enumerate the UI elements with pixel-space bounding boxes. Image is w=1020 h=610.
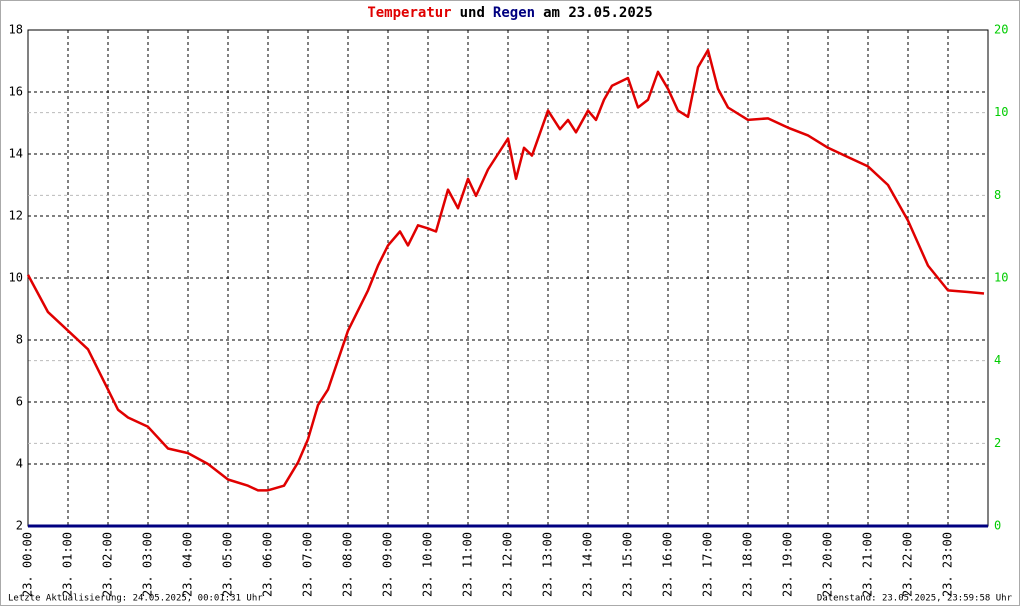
- x-tick-label: 23. 23:00: [941, 532, 955, 597]
- x-tick-label: 23. 00:00: [21, 532, 35, 597]
- chart-title: Temperatur und Regen am 23.05.2025: [367, 5, 652, 21]
- x-tick-label: 23. 15:00: [621, 532, 635, 597]
- y-tick-label: 4: [16, 457, 23, 471]
- y2-tick-label: 10: [994, 271, 1008, 285]
- y-tick-label: 12: [9, 209, 23, 223]
- y2-tick-label: 2: [994, 436, 1001, 450]
- x-tick-label: 23. 20:00: [821, 532, 835, 597]
- x-tick-label: 23. 08:00: [341, 532, 355, 597]
- x-tick-label: 23. 09:00: [381, 532, 395, 597]
- y2-tick-label: 8: [994, 188, 1001, 202]
- x-tick-label: 23. 06:00: [261, 532, 275, 597]
- x-tick-label: 23. 21:00: [861, 532, 875, 597]
- x-tick-label: 23. 13:00: [541, 532, 555, 597]
- x-tick-label: 23. 16:00: [661, 532, 675, 597]
- y-tick-label: 10: [9, 271, 23, 285]
- y2-tick-label: 20: [994, 23, 1008, 37]
- title-part: am 23.05.2025: [543, 5, 653, 21]
- y-tick-label: 18: [9, 23, 23, 37]
- y2-tick-label: 4: [994, 353, 1001, 367]
- x-tick-label: 23. 22:00: [901, 532, 915, 597]
- x-tick-label: 23. 04:00: [181, 532, 195, 597]
- x-tick-label: 23. 17:00: [701, 532, 715, 597]
- x-tick-label: 23. 02:00: [101, 532, 115, 597]
- x-tick-label: 23. 19:00: [781, 532, 795, 597]
- x-tick-label: 23. 14:00: [581, 532, 595, 597]
- x-tick-label: 23. 12:00: [501, 532, 515, 597]
- y2-tick-label: 0: [994, 519, 1001, 533]
- x-tick-label: 23. 11:00: [461, 532, 475, 597]
- y-tick-label: 6: [16, 395, 23, 409]
- title-part: Temperatur: [367, 5, 451, 21]
- y-tick-label: 2: [16, 519, 23, 533]
- x-tick-label: 23. 10:00: [421, 532, 435, 597]
- x-tick-label: 23. 03:00: [141, 532, 155, 597]
- x-tick-label: 23. 05:00: [221, 532, 235, 597]
- x-tick-label: 23. 01:00: [61, 532, 75, 597]
- y-tick-label: 14: [9, 147, 23, 161]
- y-tick-label: 8: [16, 333, 23, 347]
- y-tick-label: 16: [9, 85, 23, 99]
- x-tick-label: 23. 18:00: [741, 532, 755, 597]
- footer-left: Letzte Aktualisierung: 24.05.2025, 00:01…: [8, 594, 263, 604]
- x-tick-label: 23. 07:00: [301, 532, 315, 597]
- y2-tick-label: 10: [994, 105, 1008, 119]
- footer-right: Datenstand: 23.05.2025, 23:59:58 Uhr: [817, 594, 1013, 604]
- title-part: Regen: [493, 5, 535, 21]
- series-line: [26, 48, 985, 492]
- title-part: und: [460, 5, 485, 21]
